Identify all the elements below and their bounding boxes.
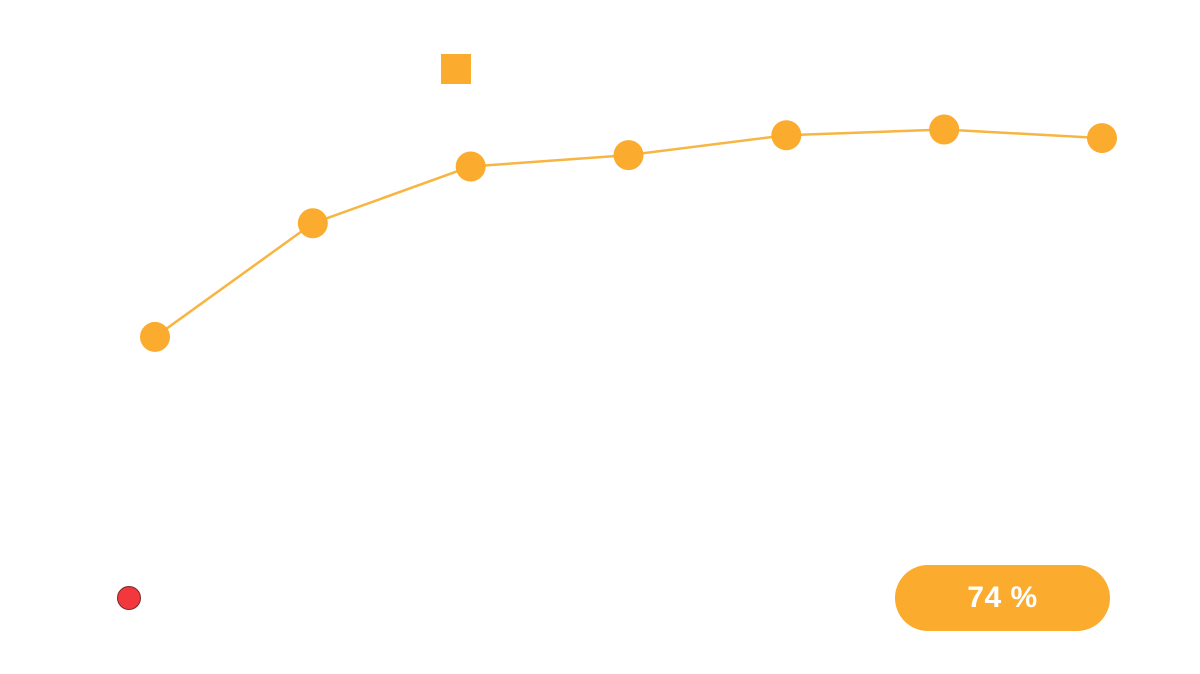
percentage-badge: 74 % xyxy=(895,565,1110,631)
series-point-layer xyxy=(140,114,1117,352)
data-point xyxy=(140,321,170,352)
percentage-badge-label: 74 % xyxy=(967,581,1038,614)
data-point xyxy=(929,114,960,145)
red-dot-icon xyxy=(117,586,141,610)
data-point xyxy=(297,208,328,239)
data-point xyxy=(613,140,644,171)
data-point xyxy=(1087,123,1117,154)
legend-square-icon xyxy=(441,54,471,84)
data-point xyxy=(771,120,802,151)
data-point xyxy=(455,151,486,182)
